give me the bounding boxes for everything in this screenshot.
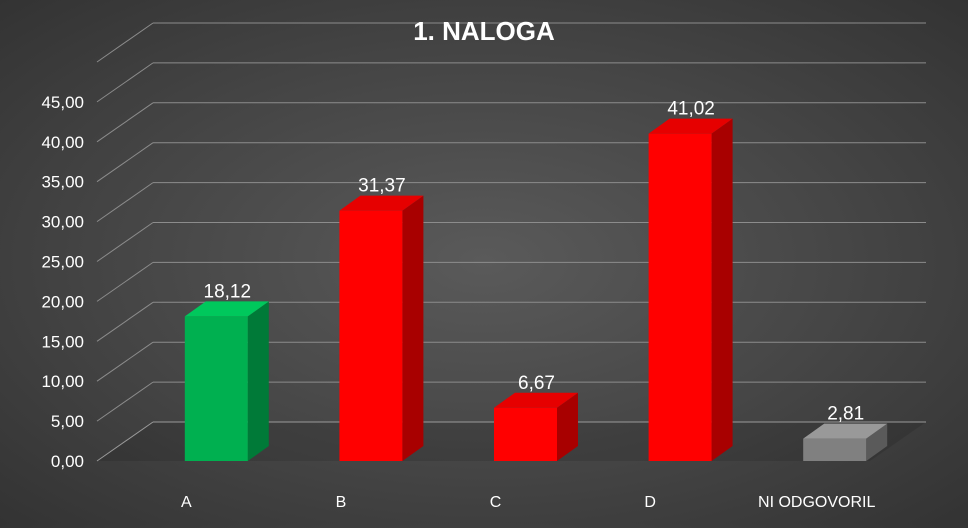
bar-side: [402, 195, 424, 461]
data-label: 2,81: [827, 404, 864, 425]
y-tick-label: 0,00: [51, 452, 84, 471]
y-tick-label: 40,00: [41, 133, 84, 152]
y-tick-label: 45,00: [41, 93, 84, 112]
data-label: 41,02: [667, 99, 715, 120]
grid-line-side: [96, 381, 154, 422]
bar-side: [247, 301, 269, 461]
grid-line-side: [96, 22, 154, 63]
bar-side: [557, 392, 578, 461]
bar-front: [184, 316, 248, 461]
grid-line-side: [96, 102, 154, 143]
data-label: 31,37: [358, 176, 406, 197]
bar-side: [711, 118, 733, 461]
bar-c: [494, 392, 578, 461]
bar-top: [184, 301, 269, 317]
y-tick-label: 25,00: [41, 253, 84, 272]
category-label: NI ODGOVORIL: [758, 494, 875, 511]
y-tick-label: 15,00: [41, 332, 84, 351]
bar-top: [803, 423, 888, 439]
category-label: A: [181, 494, 192, 511]
bar-a: [184, 301, 269, 461]
bar-top: [339, 195, 424, 211]
data-labels: 18,12 31,37 6,67 41,02 2,81: [204, 99, 865, 425]
bar-front: [803, 438, 867, 461]
grid-line-side: [96, 62, 154, 103]
bar-front: [494, 407, 557, 461]
grid-line-side: [96, 261, 154, 302]
bar-d: [648, 118, 733, 461]
bar-top: [648, 118, 733, 134]
y-tick-label: 35,00: [41, 173, 84, 192]
y-tick-label: 20,00: [41, 292, 84, 311]
y-tick-label: 30,00: [41, 213, 84, 232]
grid-lines: [96, 22, 926, 462]
category-label: D: [644, 494, 656, 511]
bar-side: [866, 423, 888, 461]
grid-line-side: [96, 301, 154, 342]
grid-line-side: [96, 222, 154, 262]
data-label: 6,67: [518, 373, 555, 394]
bar-b: [339, 195, 424, 461]
bar-top: [494, 392, 578, 408]
y-tick-label: 10,00: [41, 372, 84, 391]
category-label: C: [490, 494, 502, 511]
x-axis-categories: A B C D NI ODGOVORIL: [181, 494, 876, 511]
category-label: B: [336, 494, 347, 511]
y-tick-label: 5,00: [51, 412, 84, 431]
y-axis-ticks: 0,00 5,00 10,00 15,00 20,00 25,00 30,00 35,00 40…: [41, 93, 84, 471]
grid-line-side: [96, 341, 154, 382]
bar-front: [648, 133, 712, 461]
grid-line-side: [96, 142, 154, 183]
grid-line-side: [96, 421, 154, 462]
bars: [184, 118, 888, 461]
bar-ni-odgovoril: [803, 423, 888, 461]
data-label: 18,12: [204, 281, 252, 302]
chart-title: 1. NALOGA: [413, 16, 555, 46]
grid-line-side: [96, 182, 154, 223]
bar-front: [339, 210, 403, 461]
